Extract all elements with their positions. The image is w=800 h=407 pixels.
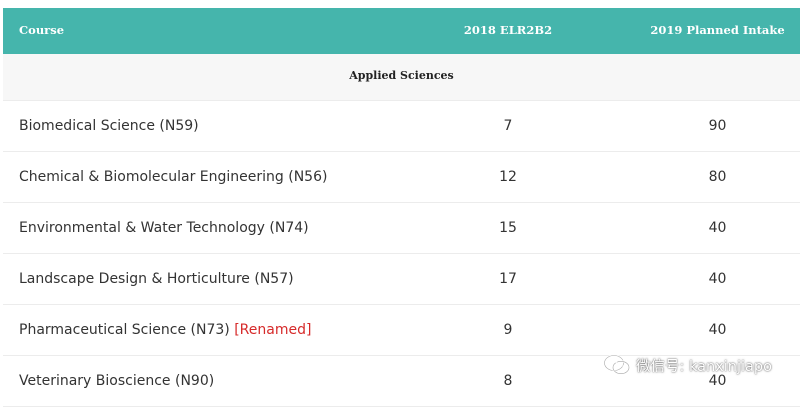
table-row: Environmental & Water Technology (N74) 1… [3,203,800,254]
course-name-text: Biomedical Science (N59) [19,118,199,134]
table-row: Pharmaceutical Science (N73) [Renamed] 9… [3,305,800,356]
course-name-text: Landscape Design & Horticulture (N57) [19,271,294,287]
course-name-text: Environmental & Water Technology (N74) [19,220,309,236]
elr2b2-value: 8 [503,373,513,389]
table-header: Course 2018 ELR2B2 2019 Planned Intake [3,8,800,54]
elr2b2-value: 15 [499,220,517,236]
elr2b2-value: 7 [503,118,513,134]
header-planned-intake: 2019 Planned Intake [650,23,785,37]
table-row: Biomedical Science (N59) 7 90 [3,101,800,152]
table-row: Landscape Design & Horticulture (N57) 17… [3,254,800,305]
intake-value: 40 [708,322,727,338]
course-name: Landscape Design & Horticulture (N57) [19,254,294,304]
elr2b2-value: 12 [499,169,517,185]
intake-value: 40 [708,271,727,287]
group-row-applied-sciences: Applied Sciences [3,54,800,101]
elr2b2-value: 9 [503,322,513,338]
course-name-text: Pharmaceutical Science (N73) [19,322,230,338]
course-name-text: Chemical & Biomolecular Engineering (N56… [19,169,328,185]
course-name-text: Veterinary Bioscience (N90) [19,373,215,389]
header-elr2b2: 2018 ELR2B2 [463,23,553,37]
wechat-icon [603,354,630,375]
course-name: Pharmaceutical Science (N73) [Renamed] [19,305,311,355]
table-row: Veterinary Bioscience (N90) 8 40 [3,356,800,407]
renamed-tag: [Renamed] [234,322,312,338]
wechat-watermark: 微信号: kanxinjiapo [603,354,772,376]
course-name: Veterinary Bioscience (N90) [19,356,214,406]
course-name: Chemical & Biomolecular Engineering (N56… [19,152,327,202]
course-name: Environmental & Water Technology (N74) [19,203,309,253]
intake-value: 80 [708,169,727,185]
header-course: Course [19,23,65,37]
watermark-text: 微信号: kanxinjiapo [635,358,772,375]
course-table: Course 2018 ELR2B2 2019 Planned Intake A… [3,8,800,407]
intake-value: 40 [708,373,727,389]
intake-value: 90 [708,118,727,134]
elr2b2-value: 17 [499,271,517,287]
table-row: Chemical & Biomolecular Engineering (N56… [3,152,800,203]
intake-value: 40 [708,220,727,236]
course-name: Biomedical Science (N59) [19,101,199,151]
